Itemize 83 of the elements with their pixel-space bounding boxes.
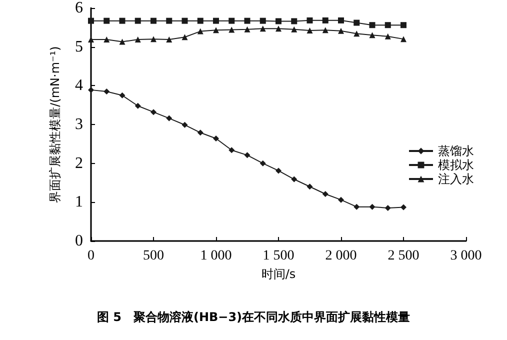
point	[306, 17, 313, 24]
point	[291, 176, 298, 182]
point	[119, 92, 126, 98]
y-tick-label: 3	[75, 116, 83, 133]
point	[244, 18, 250, 24]
y-tick-label: 1	[75, 194, 83, 211]
point	[354, 30, 360, 37]
point	[150, 109, 156, 116]
point	[354, 20, 360, 26]
point	[197, 28, 204, 34]
point	[166, 36, 172, 42]
legend-label: 模拟水	[438, 158, 474, 172]
point	[322, 17, 328, 24]
point	[213, 135, 219, 142]
point	[134, 36, 141, 42]
point	[369, 204, 376, 210]
point	[197, 130, 204, 136]
point	[384, 33, 391, 40]
x-tick-label: 2 000	[325, 248, 357, 264]
point	[322, 191, 328, 198]
point	[150, 18, 156, 24]
text: 图 5 聚合物溶液(HB−3)在不同水质中界面扩展黏性模量	[96, 310, 410, 324]
point	[306, 28, 313, 34]
point	[228, 18, 235, 24]
point	[291, 18, 298, 24]
point	[213, 27, 219, 34]
point	[134, 18, 141, 24]
y-tick-label: 6	[75, 0, 83, 16]
point	[166, 115, 172, 122]
point	[182, 18, 188, 24]
point	[197, 18, 204, 24]
y-axis-title: 界面扩展黏性模量/(mN·m⁻¹)	[48, 46, 62, 203]
point	[276, 168, 282, 174]
point	[400, 204, 406, 210]
point	[384, 204, 391, 211]
point	[182, 34, 188, 40]
y-tick-label: 2	[75, 154, 83, 172]
point	[369, 22, 376, 28]
y-tick-label: 0	[75, 232, 83, 250]
point	[88, 18, 94, 24]
point	[104, 18, 110, 24]
point	[119, 38, 126, 45]
point	[150, 36, 156, 42]
point	[338, 28, 344, 34]
point	[291, 26, 298, 32]
point	[354, 204, 360, 210]
legend-label: 注入水	[438, 172, 474, 186]
point	[260, 18, 266, 24]
point	[213, 18, 219, 24]
point	[104, 88, 110, 94]
point	[104, 36, 110, 42]
point	[260, 26, 266, 32]
point	[338, 196, 344, 203]
x-axis-title: 时间/s	[261, 266, 296, 281]
x-tick-label: 1 500	[262, 248, 294, 264]
point	[400, 36, 406, 42]
point	[166, 18, 172, 24]
point	[119, 18, 126, 24]
point	[228, 26, 235, 33]
y-tick-label: 4	[75, 77, 83, 94]
point	[260, 160, 266, 166]
x-tick-label: 0	[88, 248, 94, 264]
point	[88, 86, 94, 93]
legend-label: 蒸馏水	[438, 144, 474, 158]
point	[338, 17, 344, 24]
point	[276, 18, 282, 24]
point	[182, 122, 188, 128]
x-tick-label: 500	[143, 248, 164, 264]
point	[244, 26, 250, 32]
point	[322, 27, 328, 34]
point	[244, 152, 250, 158]
x-tick-label: 1 000	[200, 248, 232, 264]
point	[276, 26, 282, 32]
point	[400, 22, 406, 28]
point	[228, 147, 235, 154]
point	[384, 22, 391, 28]
x-tick-label: 3 000	[450, 248, 482, 264]
point	[369, 32, 376, 38]
y-tick-label: 5	[75, 38, 83, 56]
point	[88, 36, 94, 42]
x-tick-label: 2 500	[388, 248, 420, 264]
point	[134, 102, 141, 109]
point	[306, 184, 313, 190]
